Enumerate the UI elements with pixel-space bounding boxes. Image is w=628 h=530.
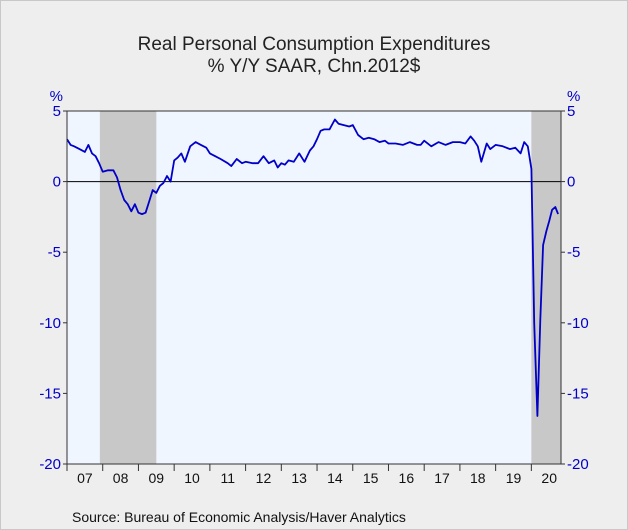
y-tick-label-left: 0 <box>53 174 61 191</box>
x-tick-label: 13 <box>291 470 307 486</box>
y-tick-label-right: -20 <box>567 456 589 473</box>
recession-band-1 <box>531 111 561 464</box>
y-tick-label-left: 5 <box>53 103 61 120</box>
y-axis-label-left: % <box>50 88 63 105</box>
y-axis-label-right: % <box>567 88 580 105</box>
x-tick-label: 12 <box>256 470 272 486</box>
series-layer <box>66 118 559 417</box>
x-tick-label: 20 <box>541 470 557 486</box>
x-tick-label: 15 <box>363 470 379 486</box>
y-tick-label-left: -20 <box>39 456 61 473</box>
plot-border <box>66 110 562 465</box>
y-tick-label-right: -15 <box>567 385 589 402</box>
y-tick-label-right: 0 <box>567 174 575 191</box>
y-tick-label-right: 5 <box>567 103 575 120</box>
x-tick-label: 14 <box>327 470 343 486</box>
axes: 5 5 0 0 -5 -5 -10 -10 -15 -15 -20 -20 07 08 09 10 11 12 13… <box>39 103 588 486</box>
x-tick-label: 17 <box>434 470 450 486</box>
y-tick-label-left: -15 <box>39 385 61 402</box>
x-tick-label: 07 <box>77 470 93 486</box>
x-tick-label: 10 <box>184 470 200 486</box>
y-tick-label-left: -10 <box>39 315 61 332</box>
y-tick-label-right: -10 <box>567 315 589 332</box>
x-tick-label: 16 <box>399 470 415 486</box>
x-tick-label: 19 <box>506 470 522 486</box>
line-chart: 5 5 0 0 -5 -5 -10 -10 -15 -15 -20 -20 07 08 09 10 11 12 13… <box>39 88 588 486</box>
x-tick-label: 08 <box>113 470 129 486</box>
y-tick-label-left: -5 <box>48 244 61 261</box>
chart-subtitle: % Y/Y SAAR, Chn.2012$ <box>207 56 421 77</box>
series-line-0 <box>66 118 559 417</box>
x-tick-label: 09 <box>149 470 165 486</box>
source-note: Source: Bureau of Economic Analysis/Have… <box>72 509 406 525</box>
x-tick-label: 18 <box>470 470 486 486</box>
recession-band-0 <box>99 111 157 464</box>
x-tick-label: 11 <box>220 470 235 486</box>
chart-title: Real Personal Consumption Expenditures <box>137 34 491 55</box>
y-tick-label-right: -5 <box>567 244 580 261</box>
